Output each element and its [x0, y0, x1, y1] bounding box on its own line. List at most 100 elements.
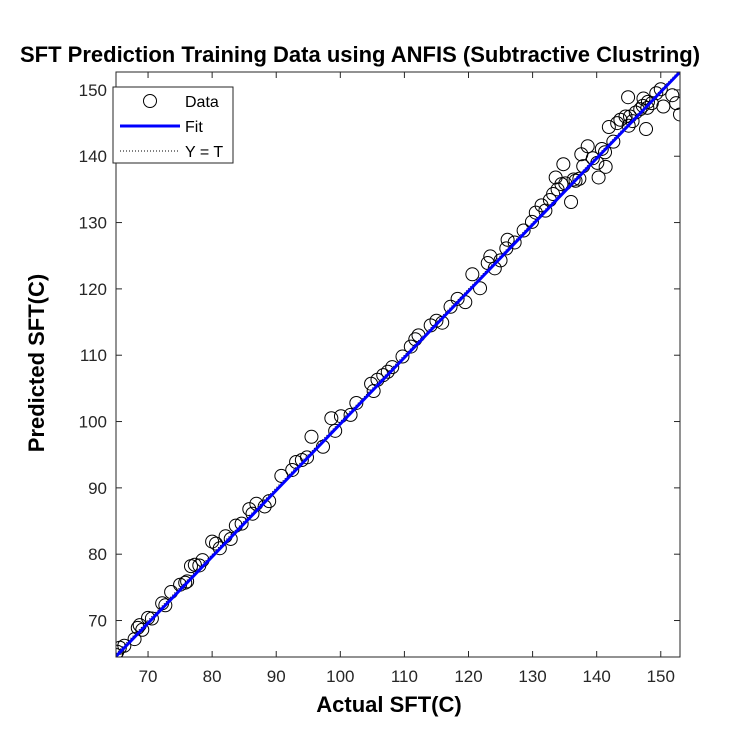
y-axis-label: Predicted SFT(C) — [24, 274, 49, 452]
data-point — [621, 118, 636, 133]
y-tick-label: 130 — [79, 214, 107, 233]
data-point — [465, 267, 480, 282]
data-point — [601, 120, 616, 135]
x-axis: 70 80 90 100 110 120 130 140 150 — [139, 72, 675, 686]
y-tick-label: 150 — [79, 81, 107, 100]
data-point — [574, 147, 589, 162]
data-point — [450, 291, 465, 306]
data-point — [556, 157, 571, 172]
data-point — [324, 411, 339, 426]
data-point — [158, 598, 173, 613]
x-tick-label: 70 — [139, 667, 158, 686]
data-point — [178, 575, 193, 590]
data-point — [621, 90, 636, 105]
data-point — [299, 450, 314, 465]
data-point — [548, 170, 563, 185]
data-point — [117, 638, 132, 653]
x-tick-label: 140 — [582, 667, 610, 686]
x-tick-label: 100 — [326, 667, 354, 686]
y-axis: 70 80 90 100 110 120 130 140 150 — [79, 81, 680, 631]
data-point — [304, 429, 319, 444]
data-point — [385, 360, 400, 375]
x-tick-label: 130 — [518, 667, 546, 686]
axes-box — [115, 71, 681, 658]
data-point — [598, 159, 613, 174]
data-point — [524, 214, 539, 229]
data-point — [568, 173, 583, 188]
x-tick-label: 110 — [391, 667, 418, 686]
y-tick-label: 90 — [88, 479, 107, 498]
x-tick-label: 120 — [454, 667, 482, 686]
data-point — [636, 91, 651, 106]
x-tick-label: 150 — [647, 667, 675, 686]
data-point — [507, 235, 522, 250]
data-point — [223, 531, 238, 546]
data-point — [234, 516, 249, 531]
data-point — [187, 557, 202, 572]
data-point — [566, 172, 581, 187]
data-point — [591, 170, 606, 185]
data-point — [640, 100, 655, 115]
y-tick-label: 120 — [79, 280, 107, 299]
data-point — [274, 468, 289, 483]
data-point — [594, 141, 609, 156]
data-point — [656, 99, 671, 114]
x-tick-label: 90 — [267, 667, 286, 686]
data-point — [380, 364, 395, 379]
data-point — [606, 134, 621, 149]
data-point — [633, 102, 648, 117]
data-point — [649, 86, 664, 101]
data-point — [328, 423, 343, 438]
data-point — [127, 632, 142, 647]
legend-fit-label: Fit — [185, 119, 203, 136]
data-point — [212, 541, 227, 556]
data-point — [598, 145, 613, 160]
data-point — [673, 107, 680, 122]
x-tick-label: 80 — [203, 667, 222, 686]
y-tick-label: 100 — [79, 413, 107, 432]
fit-line — [116, 72, 680, 657]
data-point — [639, 122, 654, 137]
plot-content — [116, 72, 680, 657]
data-point — [534, 198, 549, 213]
data-point — [208, 536, 223, 551]
legend: Data Fit Y = T — [112, 86, 234, 164]
data-point — [245, 506, 260, 521]
data-point — [257, 499, 272, 514]
legend-data-marker — [143, 94, 157, 108]
data-point — [653, 82, 668, 97]
chart-title: SFT Prediction Training Data using ANFIS… — [20, 42, 700, 67]
y-tick-label: 110 — [80, 346, 107, 365]
legend-data-label: Data — [185, 94, 219, 111]
data-point — [403, 339, 418, 354]
data-point — [395, 349, 410, 364]
data-point — [500, 232, 515, 247]
data-point — [483, 249, 498, 264]
data-point — [618, 109, 633, 124]
data-point — [242, 502, 257, 517]
data-point — [343, 407, 358, 422]
data-point — [116, 644, 125, 657]
data-point — [180, 574, 195, 589]
data-point — [493, 253, 508, 268]
data-point — [429, 313, 444, 328]
data-point — [516, 223, 531, 238]
y-tick-label: 70 — [88, 612, 107, 631]
data-layer — [116, 72, 680, 657]
legend-identity-label: Y = T — [185, 144, 223, 161]
x-axis-label: Actual SFT(C) — [316, 692, 461, 717]
y-tick-label: 80 — [88, 545, 107, 564]
y-tick-label: 140 — [79, 147, 107, 166]
data-point — [376, 368, 391, 383]
data-point — [665, 88, 680, 103]
data-point — [473, 281, 488, 296]
data-point — [572, 171, 587, 186]
data-point — [135, 622, 150, 637]
data-point — [144, 611, 159, 626]
data-point — [546, 187, 561, 202]
data-point — [285, 462, 300, 477]
data-point — [443, 299, 458, 314]
data-point — [262, 494, 277, 509]
